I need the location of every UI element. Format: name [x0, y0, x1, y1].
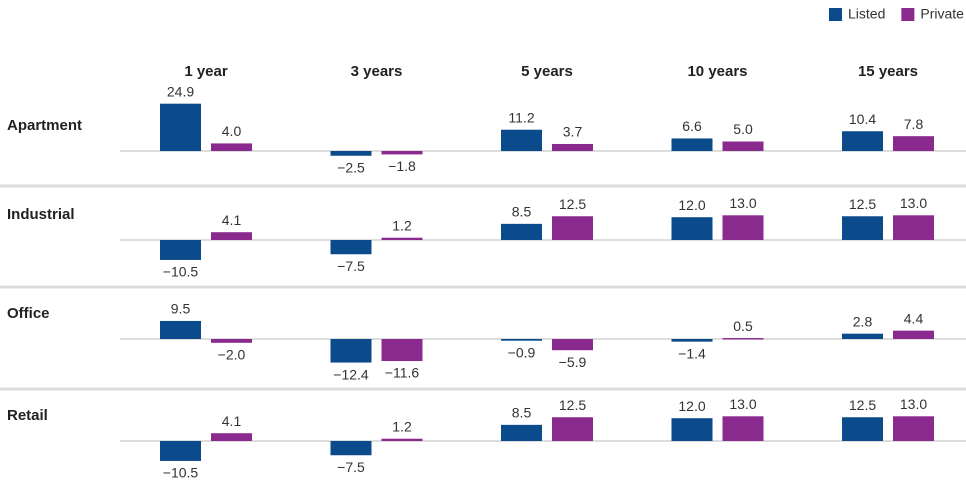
value-label: 8.5	[512, 405, 532, 421]
value-label: 8.5	[512, 204, 532, 220]
value-label: 13.0	[900, 396, 927, 412]
bar	[211, 143, 252, 151]
value-label: 3.7	[563, 124, 583, 140]
bar	[893, 136, 934, 151]
value-label: 1.2	[392, 418, 412, 434]
bar	[501, 424, 542, 441]
bar	[722, 338, 764, 340]
value-label: 5.0	[733, 121, 753, 137]
bar	[671, 217, 713, 240]
bar	[160, 103, 201, 151]
bar	[330, 339, 372, 363]
bar	[722, 215, 764, 240]
bar	[381, 438, 423, 441]
row-label: Industrial	[7, 206, 75, 223]
bar	[842, 131, 883, 151]
legend-swatch	[829, 8, 842, 21]
value-label: 4.1	[222, 413, 242, 429]
legend-label: Private	[920, 6, 964, 22]
value-label: −12.4	[333, 366, 369, 382]
row-label: Apartment	[7, 117, 82, 134]
bar	[381, 237, 423, 240]
column-header: 15 years	[858, 63, 918, 80]
bar	[330, 240, 372, 255]
value-label: 7.8	[904, 116, 924, 132]
bar	[501, 339, 542, 341]
value-label: −5.9	[559, 354, 587, 370]
bar	[893, 215, 934, 240]
value-label: −7.5	[337, 459, 365, 475]
bar	[671, 339, 713, 342]
bar	[330, 441, 372, 456]
bar	[160, 240, 201, 260]
bar	[552, 417, 593, 441]
value-label: 0.5	[733, 318, 753, 334]
column-header: 3 years	[351, 63, 403, 80]
bar	[381, 339, 423, 362]
row-label: Retail	[7, 407, 48, 424]
bar	[671, 418, 713, 441]
column-header: 1 year	[184, 63, 228, 80]
value-label: 13.0	[729, 195, 756, 211]
value-label: 4.1	[222, 212, 242, 228]
value-label: −2.0	[218, 347, 246, 363]
legend-swatch	[901, 8, 915, 21]
bar	[211, 433, 252, 441]
bar	[842, 417, 883, 441]
value-label: 2.8	[853, 313, 873, 329]
value-label: −11.6	[385, 365, 420, 381]
legend-label: Listed	[848, 6, 885, 22]
value-label: 13.0	[729, 396, 756, 412]
bar	[211, 232, 252, 240]
value-label: 12.5	[559, 196, 586, 212]
bar	[722, 141, 764, 151]
bar	[381, 151, 423, 155]
bar	[842, 216, 883, 240]
column-header: 10 years	[687, 63, 747, 80]
bar	[671, 138, 713, 151]
value-label: 1.2	[392, 217, 412, 233]
value-label: 4.0	[222, 123, 242, 139]
value-label: 4.4	[904, 310, 924, 326]
value-label: −0.9	[508, 344, 536, 360]
bar	[552, 143, 593, 151]
value-label: 12.0	[678, 197, 705, 213]
bar	[160, 320, 201, 339]
value-label: 11.2	[508, 109, 534, 125]
bar	[893, 416, 934, 441]
value-label: −10.5	[163, 465, 199, 481]
bar	[893, 330, 934, 339]
bar	[501, 129, 542, 151]
bar	[211, 339, 252, 343]
value-label: 12.5	[849, 397, 876, 413]
value-label: 10.4	[849, 111, 876, 127]
bar	[722, 416, 764, 441]
value-label: −10.5	[163, 264, 199, 280]
value-label: −1.4	[678, 345, 706, 361]
value-label: 6.6	[682, 118, 702, 134]
row-label: Office	[7, 305, 50, 322]
bar	[160, 441, 201, 461]
value-label: 12.0	[678, 398, 705, 414]
value-label: 12.5	[849, 196, 876, 212]
bar	[501, 223, 542, 240]
bar	[330, 151, 372, 156]
value-label: 12.5	[559, 397, 586, 413]
bar	[842, 333, 883, 339]
value-label: −7.5	[337, 258, 365, 274]
value-label: −2.5	[337, 159, 365, 175]
bar	[552, 216, 593, 240]
value-label: −1.8	[388, 158, 416, 174]
value-label: 13.0	[900, 195, 927, 211]
value-label: 9.5	[171, 301, 191, 317]
value-label: 24.9	[167, 83, 194, 99]
bar	[552, 339, 593, 351]
column-header: 5 years	[521, 63, 573, 80]
